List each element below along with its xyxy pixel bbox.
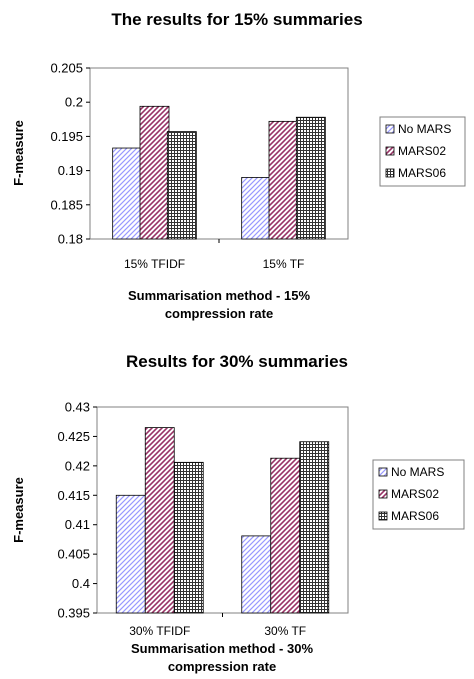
legend-label-no-mars: No MARS <box>398 122 451 136</box>
bar-no-mars-2 <box>241 177 272 240</box>
x-axis-label-line-2: compression rate <box>168 659 276 674</box>
legend-label-mars06: MARS06 <box>398 166 446 180</box>
legend-label-mars02: MARS02 <box>391 487 439 501</box>
legend-swatch-mars06 <box>385 168 395 178</box>
y-tick-label: 0.41 <box>65 517 90 532</box>
legend-label-mars06: MARS06 <box>391 509 439 523</box>
x-tick-label: 30% TFIDF <box>129 624 190 638</box>
legend-swatch-no-mars <box>385 124 395 134</box>
x-axis-label-line-1: Summarisation method - 30% <box>131 641 313 656</box>
y-tick-label: 0.2 <box>65 95 83 110</box>
legend: No MARS MARS02 MARS06 <box>379 116 466 187</box>
bar-no-mars-1 <box>115 494 146 614</box>
legend-swatch-mars02 <box>385 146 395 156</box>
bar-mars02-2 <box>270 457 301 614</box>
legend-swatch-mars06 <box>378 511 388 521</box>
y-tick-label: 0.395 <box>57 606 90 621</box>
y-tick-label: 0.205 <box>50 61 83 76</box>
legend-box <box>372 459 465 530</box>
bar-mars02-2 <box>268 120 299 240</box>
bar-no-mars-2 <box>241 535 272 614</box>
y-tick-label: 0.19 <box>58 163 83 178</box>
chart-30-percent: Results for 30% summaries 0.3950.40.4050… <box>11 352 465 674</box>
y-tick-label: 0.43 <box>65 400 90 415</box>
y-axis-ticks: 0.18 0.185 0.19 0.195 0.2 0.205 <box>50 61 90 247</box>
y-axis-ticks: 0.395 0.4 0.405 0.41 0.415 0.42 0.425 0.43 <box>57 400 97 621</box>
bar-mars06-1 <box>166 131 197 240</box>
y-tick-label: 0.185 <box>50 197 83 212</box>
x-tick-label: 15% TF <box>263 257 305 271</box>
legend-swatch-mars02 <box>378 489 388 499</box>
legend-swatch-no-mars <box>378 467 388 477</box>
x-axis-label-line-2: compression rate <box>165 306 273 321</box>
y-tick-label: 0.425 <box>57 429 90 444</box>
bars <box>112 105 326 240</box>
bars <box>115 427 330 614</box>
chart-title: The results for 15% summaries <box>111 10 362 29</box>
y-tick-label: 0.195 <box>50 129 83 144</box>
bar-mars06-2 <box>299 441 330 614</box>
legend-label-mars02: MARS02 <box>398 144 446 158</box>
bar-no-mars-1 <box>112 147 143 240</box>
x-tick-label: 30% TF <box>264 624 306 638</box>
y-tick-label: 0.4 <box>72 576 90 591</box>
x-axis-categories: 30% TFIDF 30% TF <box>129 613 306 638</box>
y-axis-label: F-measure <box>11 120 26 186</box>
chart-title: Results for 30% summaries <box>126 352 348 371</box>
y-tick-label: 0.405 <box>57 547 90 562</box>
y-tick-label: 0.18 <box>58 232 83 247</box>
chart-15-percent: The results for 15% summaries 0.180.1850… <box>11 10 466 321</box>
bar-mars02-1 <box>144 427 175 614</box>
y-axis-label: F-measure <box>11 477 26 543</box>
legend: No MARS MARS02 MARS06 <box>372 459 465 530</box>
legend-label-no-mars: No MARS <box>391 465 444 479</box>
x-axis-label-line-1: Summarisation method - 15% <box>128 288 310 303</box>
bar-mars06-2 <box>295 116 326 240</box>
y-tick-label: 0.42 <box>65 458 90 473</box>
y-tick-label: 0.415 <box>57 488 90 503</box>
bar-mars06-1 <box>173 461 204 614</box>
bar-mars02-1 <box>139 105 170 240</box>
x-axis-categories: 15% TFIDF 15% TF <box>124 239 304 271</box>
x-tick-label: 15% TFIDF <box>124 257 185 271</box>
